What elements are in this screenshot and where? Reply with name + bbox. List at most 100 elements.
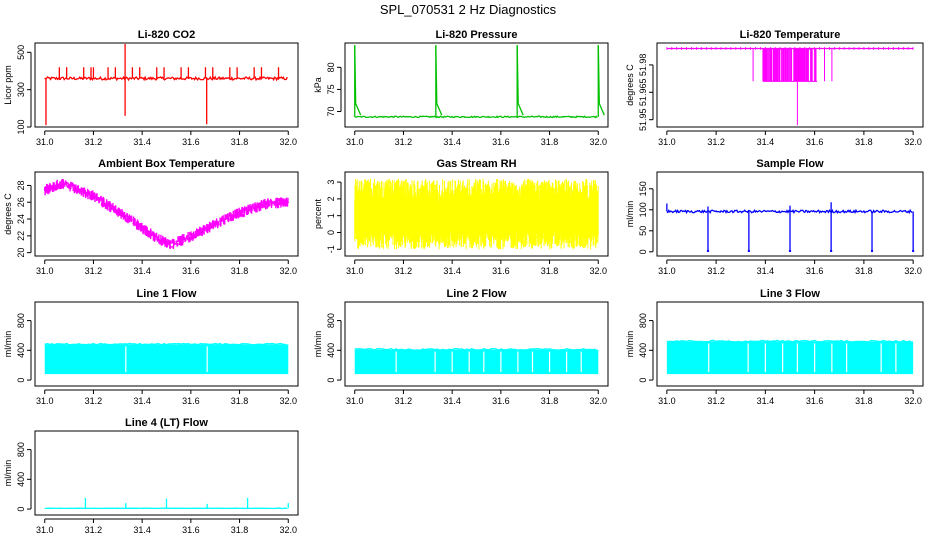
x-tick-label: 32.0 — [904, 266, 922, 276]
series-dip-point — [788, 249, 792, 253]
temperature-trace — [44, 179, 289, 249]
x-tick-label: 31.0 — [658, 396, 676, 406]
panel-title: Line 1 Flow — [137, 288, 197, 300]
flow-band — [44, 344, 289, 375]
x-tick-label: 31.6 — [492, 137, 510, 147]
y-axis-label: ml/min — [3, 331, 13, 358]
x-tick-label: 32.0 — [589, 137, 607, 147]
x-tick-label: 31.0 — [36, 396, 54, 406]
flow-top-edge — [354, 347, 596, 351]
x-tick-label: 31.6 — [806, 266, 824, 276]
y-axis-label: percent — [313, 198, 323, 229]
series-spike-tail — [597, 45, 605, 116]
panel-line4: Line 4 (LT) Flow ml/min 31.0 31.2 31.4 31.6 31… — [3, 417, 299, 535]
flow-top-edge — [666, 339, 911, 343]
x-tick-label: 31.6 — [806, 396, 824, 406]
y-tick-label: 0 — [638, 378, 648, 383]
y-tick-label: -1 — [326, 245, 336, 253]
panel-box_temp: Ambient Box Temperature degrees C 31.0 31.2… — [3, 158, 299, 276]
series-line2 — [354, 347, 599, 375]
series-line — [354, 115, 598, 119]
panel-title: Sample Flow — [756, 158, 824, 170]
plot-frame — [344, 301, 609, 387]
y-tick-label: 75 — [326, 84, 336, 94]
panel-title: Li-820 Pressure — [436, 29, 518, 41]
series-sample_flow — [666, 202, 915, 253]
series-dip-point — [870, 249, 874, 253]
series-dip-point — [706, 249, 710, 253]
y-tick-label: 70 — [326, 107, 336, 117]
x-tick-label: 31.2 — [85, 137, 103, 147]
x-tick-label: 31.0 — [36, 266, 54, 276]
plot-frame — [656, 42, 924, 128]
x-tick-label: 31.6 — [806, 137, 824, 147]
plot-frame — [34, 430, 299, 516]
y-tick-label: 22 — [16, 231, 26, 241]
x-tick-label: 32.0 — [279, 266, 297, 276]
x-tick-label: 32.0 — [279, 137, 297, 147]
y-tick-label: 28 — [16, 180, 26, 190]
panel-sample_flow: Sample Flow ml/min 31.0 31.2 31.4 31.6 31.8 32.… — [625, 158, 924, 276]
series-dip-point — [829, 249, 833, 253]
y-axis-label: ml/min — [313, 331, 323, 358]
x-tick-label: 31.0 — [36, 525, 54, 535]
y-axis-label: degrees C — [3, 193, 13, 235]
series-line — [44, 75, 288, 82]
y-axis-label: ml/min — [625, 201, 635, 228]
panel-co2: Li-820 CO2 Licor ppm 31.0 31.2 31.4 31.6 31.8 3… — [3, 29, 299, 147]
y-tick-label: 0 — [638, 249, 648, 254]
x-tick-label: 31.4 — [133, 266, 151, 276]
panel-title: Li-820 Temperature — [740, 29, 841, 41]
x-tick-label: 31.6 — [182, 396, 200, 406]
x-tick-label: 31.0 — [658, 266, 676, 276]
y-tick-label: 400 — [16, 472, 26, 487]
x-tick-label: 31.0 — [36, 137, 54, 147]
panel-title: Ambient Box Temperature — [98, 158, 235, 170]
panel-title: Line 2 Flow — [447, 288, 507, 300]
series-pressure — [354, 45, 605, 119]
x-tick-label: 31.6 — [492, 396, 510, 406]
panel-pressure: Li-820 Pressure kPa 31.0 31.2 31.4 31.6 31.8 32… — [313, 29, 609, 147]
y-axis-label: ml/min — [3, 460, 13, 487]
x-tick-label: 31.8 — [541, 266, 559, 276]
flow-band — [666, 341, 914, 375]
x-tick-label: 31.2 — [395, 137, 413, 147]
y-axis-label: ml/min — [625, 331, 635, 358]
y-tick-label: 300 — [16, 82, 26, 97]
y-tick-label: 50 — [638, 226, 648, 236]
x-tick-label: 31.8 — [855, 396, 873, 406]
x-tick-label: 31.8 — [231, 525, 249, 535]
panel-title: Li-820 CO2 — [138, 29, 195, 41]
panel-title: Gas Stream RH — [436, 158, 516, 170]
y-tick-label: 20 — [16, 248, 26, 258]
y-tick-label: 400 — [638, 343, 648, 358]
x-tick-label: 32.0 — [279, 525, 297, 535]
y-tick-label: 1 — [326, 213, 336, 218]
panel-line1: Line 1 Flow ml/min 31.0 31.2 31.4 31.6 31.8 32.… — [3, 288, 299, 406]
x-tick-label: 31.4 — [133, 396, 151, 406]
x-tick-label: 31.4 — [757, 137, 775, 147]
panel-rh: Gas Stream RH percent 31.0 31.2 31.4 31.6 31.8… — [313, 158, 609, 276]
x-tick-label: 31.6 — [182, 137, 200, 147]
x-tick-label: 31.0 — [346, 137, 364, 147]
panel-title: Line 3 Flow — [760, 288, 820, 300]
plot-frame — [656, 171, 924, 257]
y-tick-label: 800 — [16, 442, 26, 457]
x-tick-label: 31.6 — [182, 525, 200, 535]
x-tick-label: 31.2 — [707, 396, 725, 406]
y-tick-label: 26 — [16, 197, 26, 207]
series-spike-tail — [354, 45, 362, 116]
series-dip-point — [747, 249, 751, 253]
plot-frame — [34, 42, 299, 128]
plot-frame — [656, 301, 924, 387]
plot-frame — [344, 171, 609, 257]
y-tick-label: 150 — [638, 181, 648, 196]
series-dip-point — [911, 249, 915, 253]
x-tick-label: 31.4 — [443, 266, 461, 276]
x-tick-label: 31.8 — [855, 137, 873, 147]
y-tick-label: 800 — [638, 313, 648, 328]
series-licor_temp — [666, 47, 914, 126]
panel-line2: Line 2 Flow ml/min 31.0 31.2 31.4 31.6 31.8 32.… — [313, 288, 609, 406]
series-line1 — [44, 342, 289, 375]
series-spike-tail — [516, 45, 524, 116]
